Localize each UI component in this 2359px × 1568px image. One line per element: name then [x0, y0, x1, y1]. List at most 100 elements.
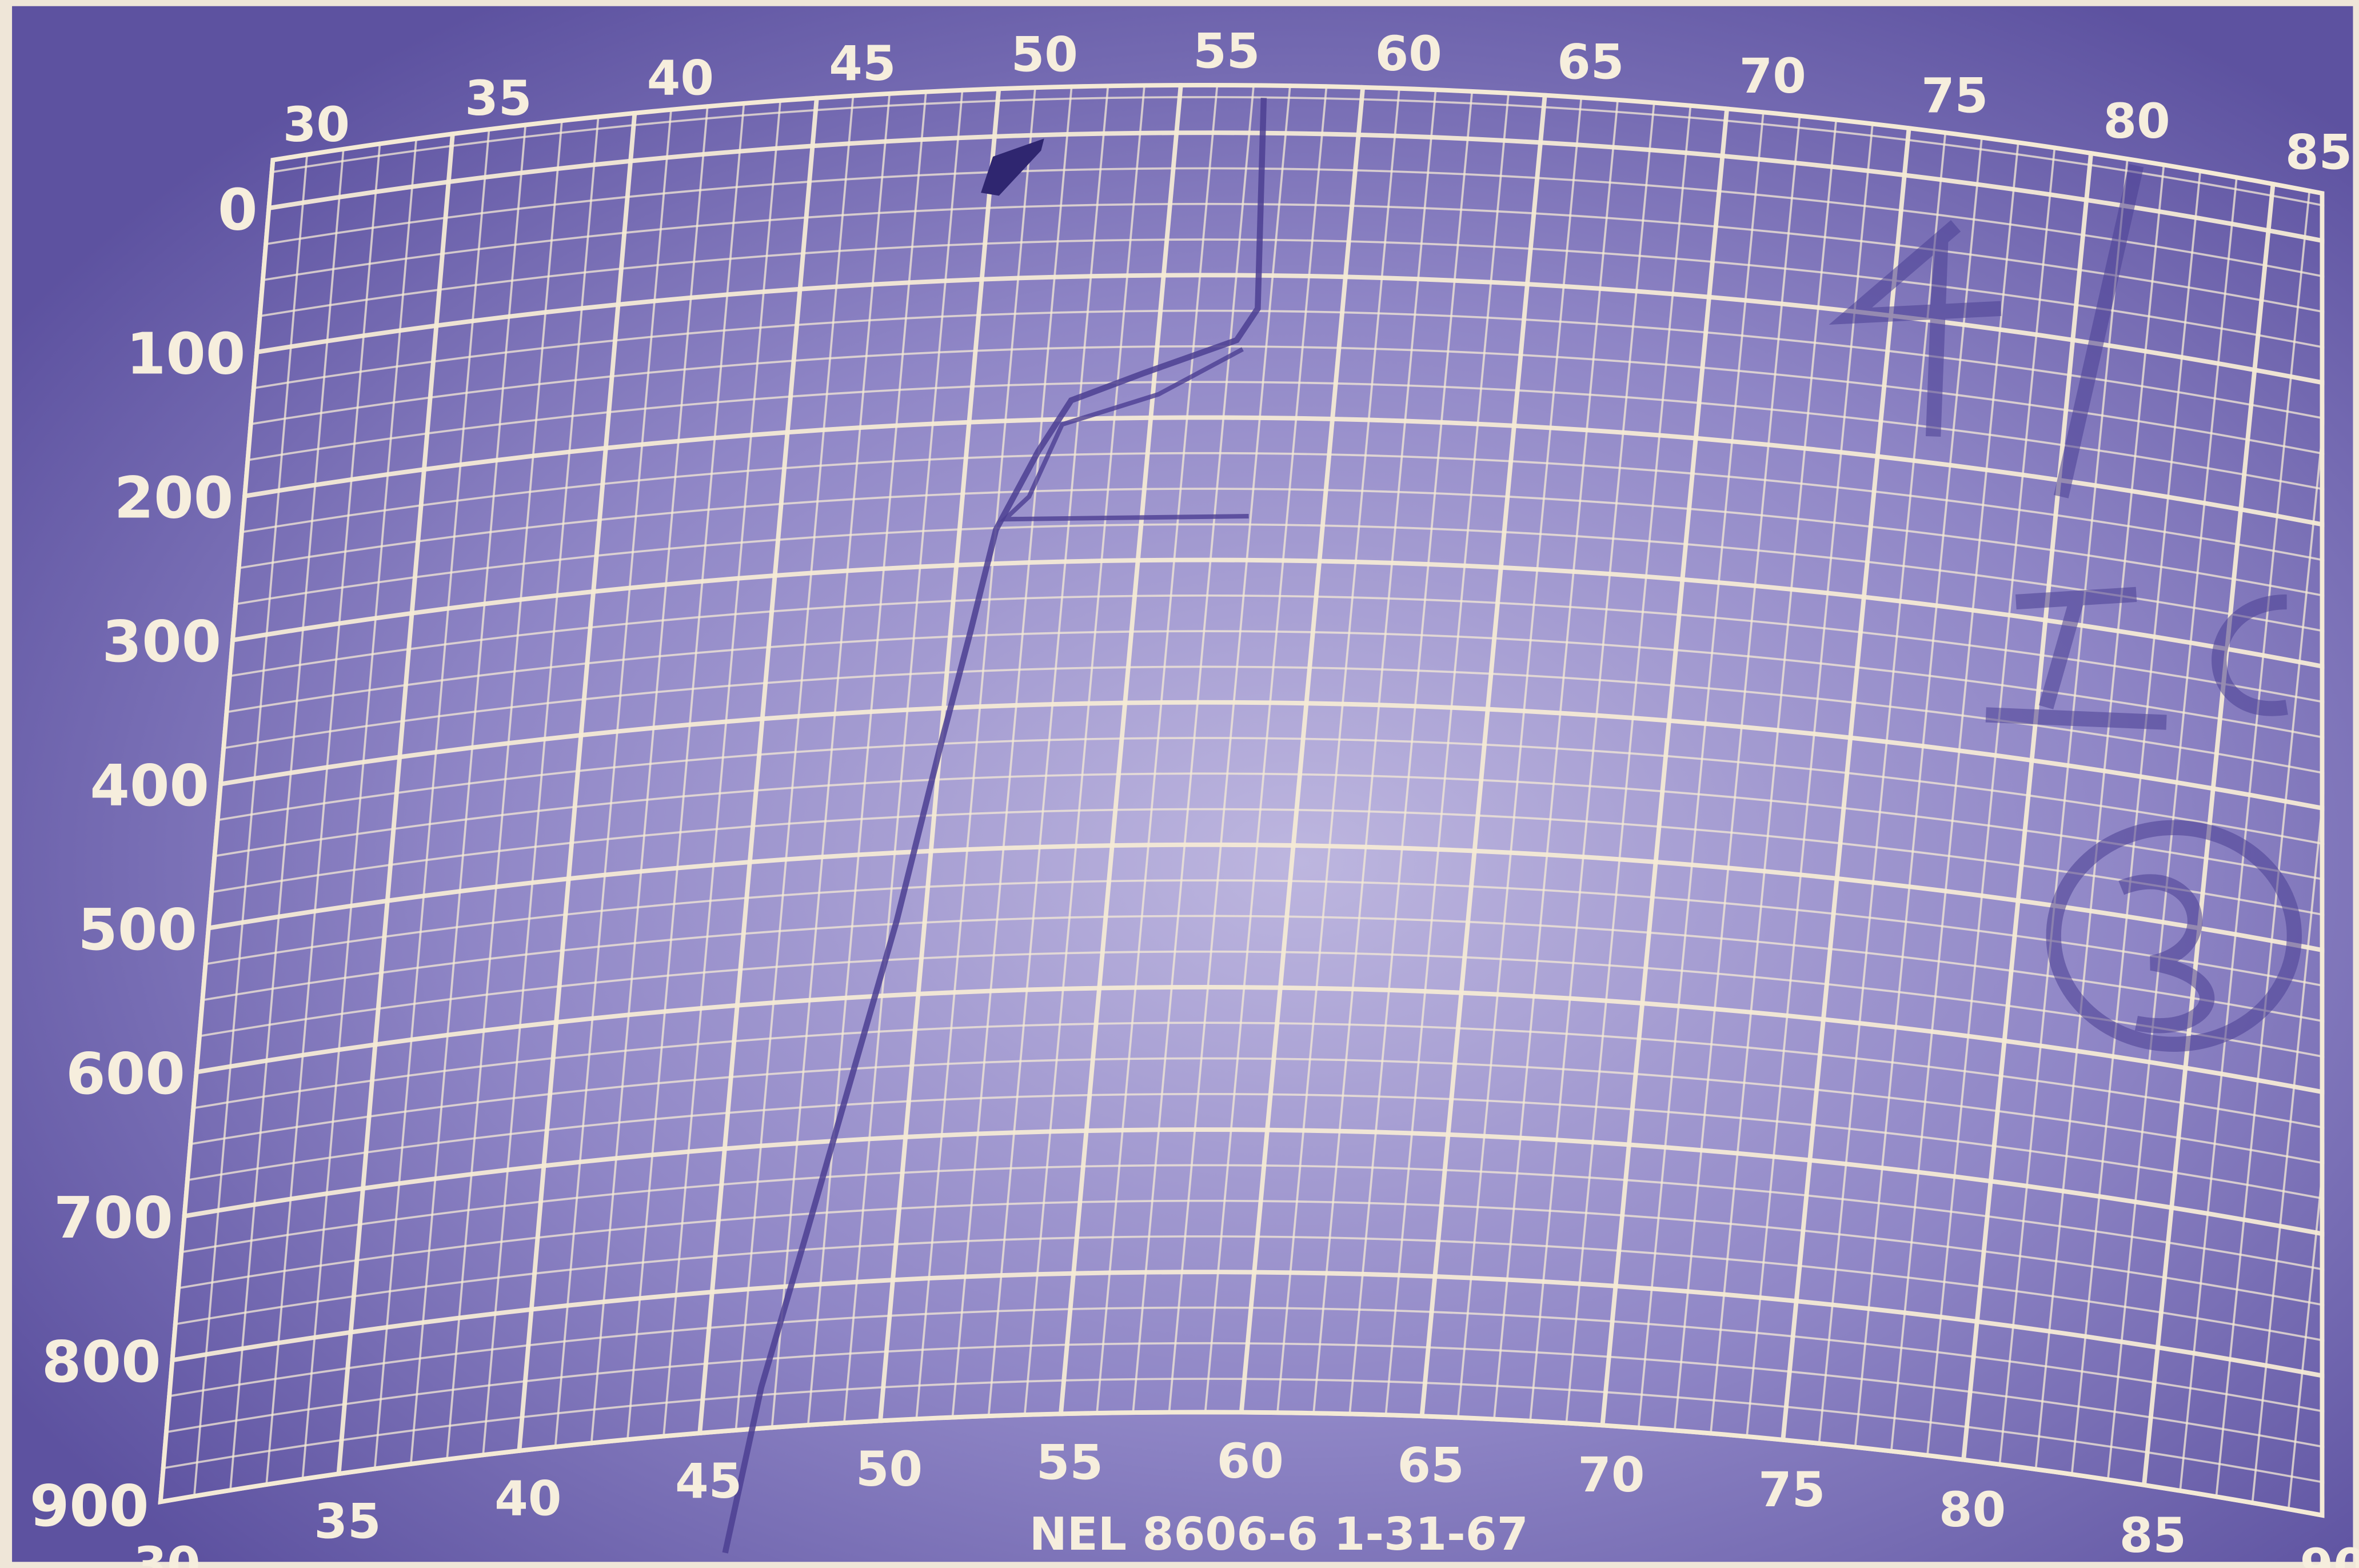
depth-scale-label: 800: [42, 1328, 161, 1395]
grid-line-horizontal: [181, 1127, 2325, 1256]
top-scale-label: 40: [647, 50, 714, 106]
grid-line-vertical: [590, 103, 709, 1446]
temperature-trace: [722, 98, 1267, 1554]
top-scale-label: 65: [1557, 34, 1624, 90]
bottom-scale-label: 90: [2300, 1538, 2359, 1568]
grid-line-horizontal: [254, 273, 2325, 424]
grid-line-vertical: [373, 126, 490, 1471]
grid-line-horizontal: [266, 130, 2325, 285]
grid-line-vertical: [807, 89, 928, 1428]
caption: NEL 8606-6 1-31-67: [1029, 1508, 1528, 1561]
grid-line-horizontal: [163, 1342, 2325, 1463]
grid-line-horizontal: [239, 452, 2325, 596]
grid-line-vertical: [1998, 156, 2129, 1467]
grid-line-vertical: [409, 122, 527, 1467]
grid-line-vertical: [517, 110, 637, 1454]
bottom-scale-label: 55: [1036, 1434, 1103, 1490]
grid-line-vertical: [1961, 150, 2094, 1462]
bottom-scale-label: 70: [1578, 1447, 1644, 1503]
grid-line-horizontal: [242, 415, 2325, 562]
grid-line-vertical: [1781, 125, 1911, 1443]
grid-line-vertical: [1709, 117, 1838, 1436]
grid-line-horizontal: [187, 1057, 2325, 1186]
depth-scale-label: 500: [78, 896, 197, 963]
grid-line-vertical: [1673, 113, 1801, 1433]
grid-line-vertical: [1528, 100, 1655, 1423]
grid-line-horizontal: [236, 488, 2325, 631]
top-scale-label: 55: [1193, 23, 1260, 79]
grid-line-horizontal: [206, 842, 2325, 979]
grid-line-vertical: [1312, 87, 1437, 1416]
depth-scale-label: 300: [102, 608, 221, 675]
grid-line-vertical: [1818, 130, 1947, 1446]
labels: 30 35 40 45 50 55 60 65 70 75 80 85 30 35 40 45 50 55 60 65…: [30, 23, 2359, 1568]
grid-line-vertical: [1419, 93, 1548, 1419]
bottom-scale-label: 85: [2119, 1507, 2186, 1563]
grid-line-horizontal: [227, 594, 2325, 735]
handwriting: [1829, 163, 2302, 1052]
bottom-scale-label: 45: [675, 1453, 742, 1509]
grid-line-vertical: [1132, 83, 1255, 1415]
bottom-scale-label: 75: [1758, 1462, 1825, 1518]
grid-line-horizontal: [215, 737, 2325, 873]
grid-line-vertical: [265, 141, 381, 1487]
top-scale-label: 75: [1921, 68, 1988, 124]
grid-line-vertical: [554, 107, 673, 1450]
grid-line-horizontal: [230, 557, 2325, 701]
grid-line-vertical: [915, 85, 1037, 1422]
grid-line-horizontal: [260, 202, 2325, 353]
grid-line-vertical: [1204, 84, 1328, 1415]
handwriting-mark: [1985, 586, 2288, 730]
grid-line-vertical: [2251, 202, 2325, 1506]
grid-line-horizontal: [185, 1092, 2325, 1220]
grid-line-vertical: [2287, 210, 2325, 1512]
trace-down: [722, 98, 1267, 1554]
grid-line-vertical: [1023, 83, 1146, 1418]
grid-line-vertical: [1926, 145, 2056, 1458]
top-scale-label: 60: [1375, 26, 1442, 82]
grid-line-vertical: [771, 91, 891, 1430]
grid-line-vertical: [1239, 85, 1366, 1415]
grid-line-vertical: [1745, 121, 1874, 1439]
handwriting-mark: [2054, 163, 2144, 498]
grid-line-horizontal: [175, 1199, 2325, 1324]
depth-scale-label: 100: [126, 320, 246, 387]
grid-line-horizontal: [269, 96, 2325, 250]
grid-line-vertical: [193, 152, 309, 1499]
bottom-scale-label: 65: [1397, 1437, 1464, 1493]
handwriting-mark: [1829, 220, 2002, 437]
grid-line-horizontal: [161, 1378, 2325, 1498]
grid-line-vertical: [626, 101, 745, 1442]
top-scale-label: 70: [1739, 48, 1806, 104]
grid-line-horizontal: [263, 167, 2325, 319]
grid-line-horizontal: [248, 345, 2325, 492]
grid-line-vertical: [336, 131, 456, 1477]
grid-line-vertical: [1854, 135, 1983, 1450]
trace-up: [999, 347, 1249, 522]
top-scale-label: 85: [2285, 125, 2352, 181]
grid-line-vertical: [1890, 140, 2019, 1454]
grid-line-vertical: [2034, 162, 2165, 1472]
grid-line-horizontal: [166, 1306, 2325, 1429]
grid-line-vertical: [1492, 97, 1619, 1422]
grid-line-vertical: [1600, 106, 1730, 1428]
grid-line-vertical: [1348, 89, 1474, 1417]
grid-line-horizontal: [194, 984, 2325, 1118]
grid-line-vertical: [1276, 86, 1401, 1415]
grid-line-horizontal: [197, 950, 2325, 1082]
grid-line-horizontal: [251, 309, 2325, 457]
grid-line-horizontal: [221, 665, 2325, 804]
grid-line-horizontal: [191, 1022, 2325, 1151]
depth-scale-label: 700: [54, 1184, 173, 1251]
depth-scale-label: 200: [114, 464, 234, 531]
handwriting-mark: [2046, 820, 2302, 1052]
grid-line-vertical: [2070, 169, 2202, 1477]
grid-line-vertical: [1168, 83, 1292, 1415]
grid-line-horizontal: [203, 879, 2325, 1012]
grid-line-vertical: [662, 98, 782, 1439]
grid-line-vertical: [987, 83, 1109, 1419]
top-scale-label: 80: [2103, 93, 2170, 149]
bottom-scale-label: 50: [856, 1441, 923, 1497]
depth-scale-label: 0: [218, 177, 258, 244]
depth-scale-label: 900: [30, 1473, 149, 1539]
